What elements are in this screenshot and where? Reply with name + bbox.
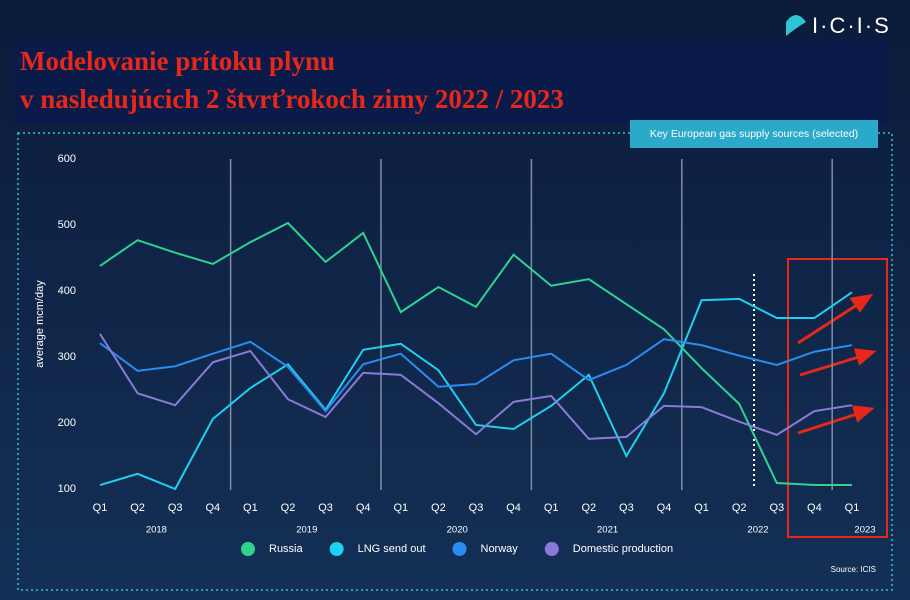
legend-label: Norway — [481, 543, 519, 555]
logo: I·C·I·S — [812, 13, 891, 38]
x-tick-label: Q1 — [845, 502, 860, 514]
x-tick-label: Q1 — [393, 502, 408, 514]
x-tick-label: Q1 — [694, 502, 709, 514]
trend-arrows — [797, 293, 877, 435]
x-tick-label: Q3 — [168, 502, 183, 514]
series-line — [99, 221, 852, 487]
x-tick-label: Q4 — [205, 502, 220, 514]
series-line — [99, 338, 853, 413]
chart-frame — [17, 132, 893, 591]
series-line — [99, 291, 853, 491]
legend-marker — [452, 542, 467, 556]
x-tick-label: Q1 — [93, 502, 108, 514]
x-tick-label: Q4 — [356, 502, 371, 514]
chart-title: Modelovanie prítoku plynu — [20, 46, 335, 76]
x-tick-label: Q3 — [469, 502, 484, 514]
x-tick-label: Q2 — [581, 502, 596, 514]
legend-label: Domestic production — [573, 543, 673, 555]
y-tick-label: 200 — [58, 417, 76, 429]
year-label: 2023 — [854, 525, 875, 536]
x-tick-label: Q3 — [318, 502, 333, 514]
y-tick-label: 400 — [58, 285, 76, 297]
x-tick-label: Q4 — [807, 502, 822, 514]
x-tick-label: Q1 — [243, 502, 258, 514]
legend-marker — [329, 542, 344, 556]
year-label: 2019 — [296, 525, 317, 536]
x-tick-label: Q2 — [431, 502, 446, 514]
x-tick-label: Q3 — [619, 502, 634, 514]
y-tick-label: 300 — [58, 351, 76, 363]
subtitle-box — [630, 120, 878, 148]
y-tick-label: 600 — [58, 153, 76, 165]
chart-title: v nasledujúcich 2 štvrťrokoch zimy 2022 … — [20, 84, 564, 114]
x-tick-label: Q2 — [281, 502, 296, 514]
series-line — [99, 333, 853, 440]
year-label: 2021 — [597, 525, 618, 536]
x-tick-label: Q1 — [544, 502, 559, 514]
year-label: 2018 — [146, 525, 167, 536]
year-label: 2020 — [447, 525, 468, 536]
y-tick-label: 500 — [58, 219, 76, 231]
legend-label: LNG send out — [358, 543, 426, 555]
x-tick-label: Q2 — [130, 502, 145, 514]
subtitle: Key European gas supply sources (selecte… — [650, 128, 858, 140]
legend-label: Russia — [269, 543, 304, 555]
x-tick-label: Q2 — [732, 502, 747, 514]
x-tick-label: Q4 — [657, 502, 672, 514]
legend-marker — [241, 542, 255, 556]
forecast-box — [787, 258, 888, 538]
legend-marker — [544, 542, 559, 556]
logo-icon — [786, 15, 806, 36]
legend: Russia LNG send out Norway Domestic product… — [241, 542, 673, 556]
y-axis-label: average mcm/day — [34, 280, 46, 368]
x-tick-label: Q3 — [769, 502, 784, 514]
y-tick-label: 100 — [58, 483, 76, 495]
source: Source: ICIS — [831, 565, 876, 574]
x-tick-label: Q4 — [506, 502, 521, 514]
year-label: 2022 — [747, 525, 768, 536]
title-band — [14, 40, 888, 124]
